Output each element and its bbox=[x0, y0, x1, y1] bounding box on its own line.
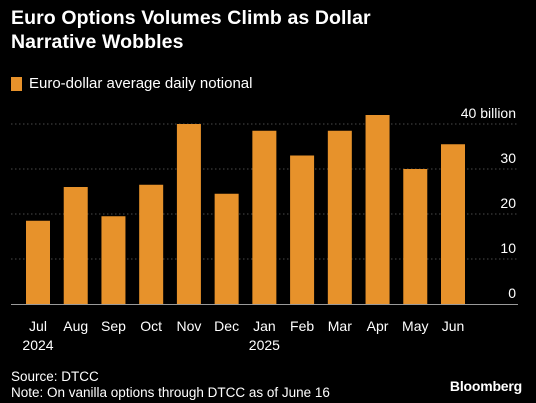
x-tick-label: Feb bbox=[290, 318, 314, 334]
bar-feb bbox=[290, 155, 315, 304]
bar-aug bbox=[63, 187, 88, 304]
x-tick-label: May bbox=[402, 318, 428, 334]
chart-footer: Source: DTCC Note: On vanilla options th… bbox=[11, 369, 330, 401]
bar-jun bbox=[441, 144, 465, 304]
x-tick-label: Jan bbox=[253, 318, 276, 334]
chart-title-line-1: Euro Options Volumes Climb as Dollar bbox=[11, 7, 371, 29]
x-tick-label: Jun bbox=[442, 318, 465, 334]
y-tick-label: 30 bbox=[500, 150, 516, 166]
bar-may bbox=[403, 169, 428, 304]
bar-nov bbox=[176, 124, 201, 304]
y-tick-label: 10 bbox=[500, 240, 516, 256]
bar-oct bbox=[139, 184, 164, 304]
bar-mar bbox=[327, 130, 352, 304]
bar-dec bbox=[214, 193, 239, 304]
bloomberg-logo: Bloomberg bbox=[449, 378, 522, 394]
x-tick-label: Aug bbox=[63, 318, 88, 334]
bar-apr bbox=[365, 115, 390, 304]
bar-sep bbox=[101, 216, 126, 304]
legend-label: Euro-dollar average daily notional bbox=[29, 75, 253, 92]
x-year-label: 2024 bbox=[22, 337, 53, 353]
x-tick-label: Sep bbox=[101, 318, 126, 334]
source-note: Source: DTCC bbox=[11, 369, 99, 384]
chart-title-line-2: Narrative Wobbles bbox=[11, 31, 184, 53]
y-tick-label: 0 bbox=[508, 285, 516, 301]
y-tick-label: 40 billion bbox=[461, 105, 516, 121]
x-tick-label: Jul bbox=[29, 318, 47, 334]
bar-jan bbox=[252, 130, 277, 304]
x-year-label: 2025 bbox=[249, 337, 280, 353]
x-tick-label: Apr bbox=[367, 318, 389, 334]
x-tick-label: Nov bbox=[176, 318, 201, 334]
x-tick-label: Mar bbox=[328, 318, 352, 334]
legend: Euro-dollar average daily notional bbox=[11, 75, 252, 92]
y-tick-label: 20 bbox=[500, 195, 516, 211]
x-tick-label: Dec bbox=[214, 318, 239, 334]
x-tick-label: Oct bbox=[140, 318, 162, 334]
bar-jul bbox=[26, 220, 50, 304]
chart-title: Euro Options Volumes Climb as Dollar Nar… bbox=[11, 6, 511, 54]
legend-swatch bbox=[11, 76, 22, 91]
footnote: Note: On vanilla options through DTCC as… bbox=[11, 385, 330, 400]
